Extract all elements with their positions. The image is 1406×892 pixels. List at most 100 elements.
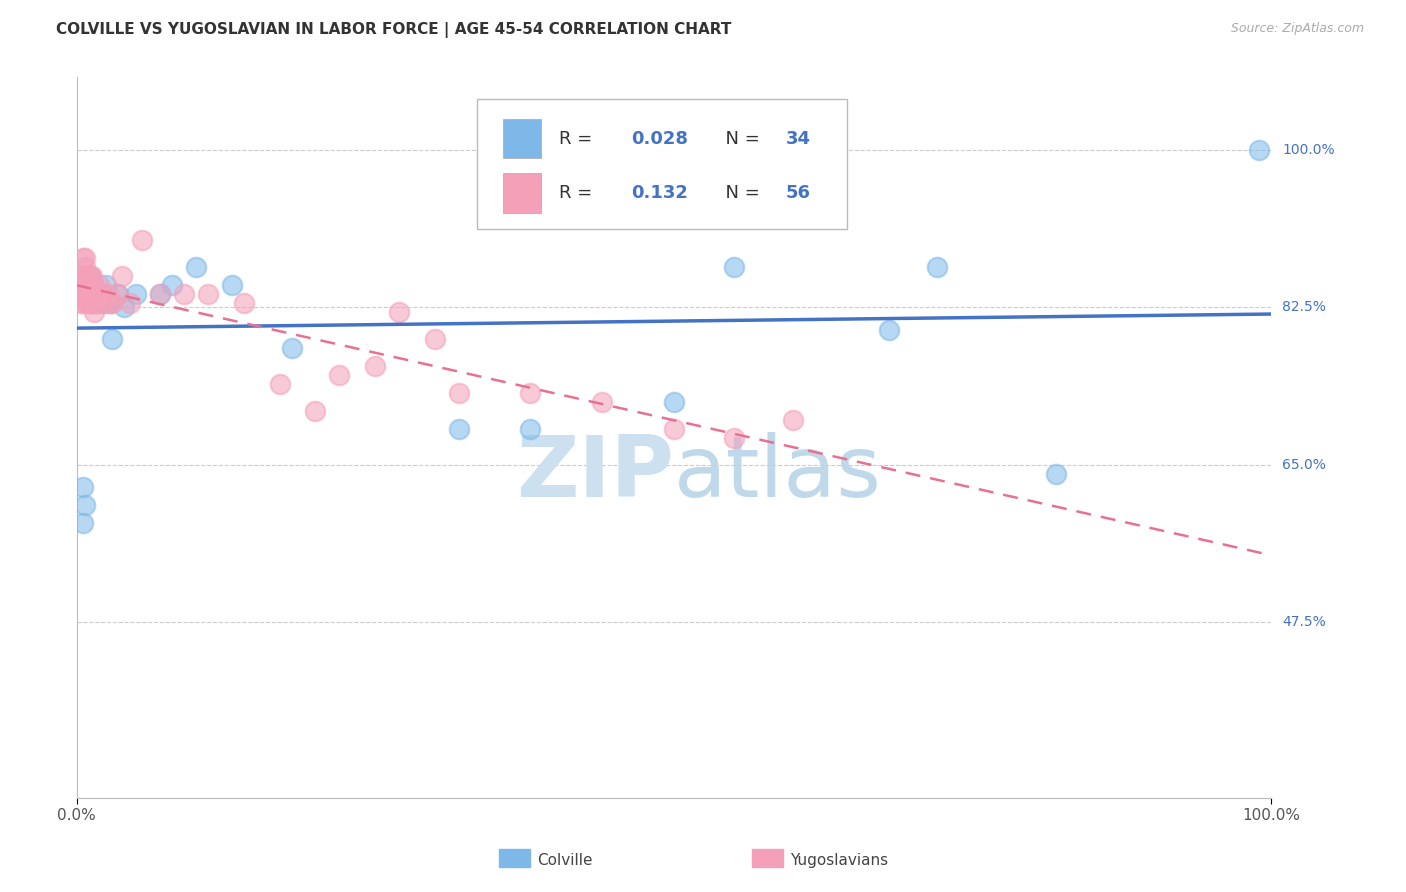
Point [1045, 467, 1067, 481]
Point [83, 286, 105, 301]
Point [73, 251, 96, 265]
Text: 47.5%: 47.5% [1282, 615, 1326, 630]
Point [149, 286, 172, 301]
Text: N =: N = [714, 129, 766, 147]
Point [76, 295, 98, 310]
Point [70, 295, 93, 310]
Point [269, 376, 291, 391]
Point [83, 286, 105, 301]
Text: 0.132: 0.132 [631, 184, 688, 202]
Point [388, 304, 411, 318]
Point [77, 277, 100, 292]
Point [149, 286, 172, 301]
Point [89, 286, 111, 301]
Text: Colville: Colville [537, 854, 592, 868]
Text: N =: N = [714, 184, 766, 202]
Point [80, 295, 103, 310]
Point [72, 251, 94, 265]
Point [111, 268, 134, 283]
Point [280, 341, 302, 355]
Point [221, 277, 243, 292]
Text: COLVILLE VS YUGOSLAVIAN IN LABOR FORCE | AGE 45-54 CORRELATION CHART: COLVILLE VS YUGOSLAVIAN IN LABOR FORCE |… [56, 22, 731, 38]
Point [84, 286, 107, 301]
Point [101, 332, 124, 346]
Point [96, 277, 118, 292]
Point [89, 277, 111, 292]
Point [662, 422, 685, 436]
Point [723, 431, 745, 445]
Point [73, 260, 96, 274]
Text: 100.0%: 100.0% [1282, 143, 1334, 156]
Point [1249, 143, 1271, 157]
Point [77, 268, 100, 283]
Point [75, 286, 97, 301]
Point [98, 295, 121, 310]
FancyBboxPatch shape [503, 173, 541, 212]
Point [232, 295, 254, 310]
Point [89, 286, 111, 301]
Point [82, 277, 104, 292]
Point [125, 286, 148, 301]
Text: Yugoslavians: Yugoslavians [790, 854, 889, 868]
Point [75, 286, 97, 301]
Point [94, 295, 117, 310]
Point [173, 286, 195, 301]
Point [84, 286, 107, 301]
Point [105, 286, 128, 301]
Point [447, 422, 470, 436]
Point [79, 286, 101, 301]
Point [101, 295, 124, 310]
Point [80, 277, 103, 292]
Point [79, 268, 101, 283]
Point [364, 359, 387, 373]
Point [76, 277, 98, 292]
Point [80, 286, 103, 301]
Point [91, 295, 114, 310]
Point [80, 286, 103, 301]
Point [72, 516, 94, 531]
Point [112, 300, 135, 314]
Point [82, 277, 104, 292]
Point [67, 286, 90, 301]
Point [925, 260, 948, 274]
Point [782, 413, 804, 427]
Text: 0.028: 0.028 [631, 129, 688, 147]
Point [328, 368, 350, 382]
Point [160, 277, 183, 292]
Point [107, 286, 129, 301]
Point [184, 260, 207, 274]
FancyBboxPatch shape [477, 99, 846, 228]
Point [80, 268, 103, 283]
Point [197, 286, 219, 301]
Point [723, 260, 745, 274]
Point [98, 295, 121, 310]
Point [304, 403, 326, 417]
Point [73, 295, 96, 310]
Point [69, 277, 91, 292]
Point [83, 304, 105, 318]
Point [87, 295, 110, 310]
Point [77, 286, 100, 301]
Point [97, 286, 120, 301]
Point [120, 295, 142, 310]
Point [80, 295, 103, 310]
Text: 56: 56 [786, 184, 811, 202]
Text: 65.0%: 65.0% [1282, 458, 1326, 472]
Point [79, 268, 101, 283]
Text: Source: ZipAtlas.com: Source: ZipAtlas.com [1230, 22, 1364, 36]
Point [73, 498, 96, 512]
Text: ZIP: ZIP [516, 433, 673, 516]
Point [447, 385, 470, 400]
Point [91, 286, 114, 301]
Point [82, 295, 104, 310]
Text: 34: 34 [786, 129, 811, 147]
Point [877, 323, 900, 337]
Text: R =: R = [560, 184, 598, 202]
Point [87, 286, 110, 301]
Point [591, 394, 613, 409]
Text: 82.5%: 82.5% [1282, 300, 1326, 314]
Point [77, 295, 100, 310]
Point [72, 480, 94, 494]
Point [131, 233, 153, 247]
Point [519, 385, 541, 400]
